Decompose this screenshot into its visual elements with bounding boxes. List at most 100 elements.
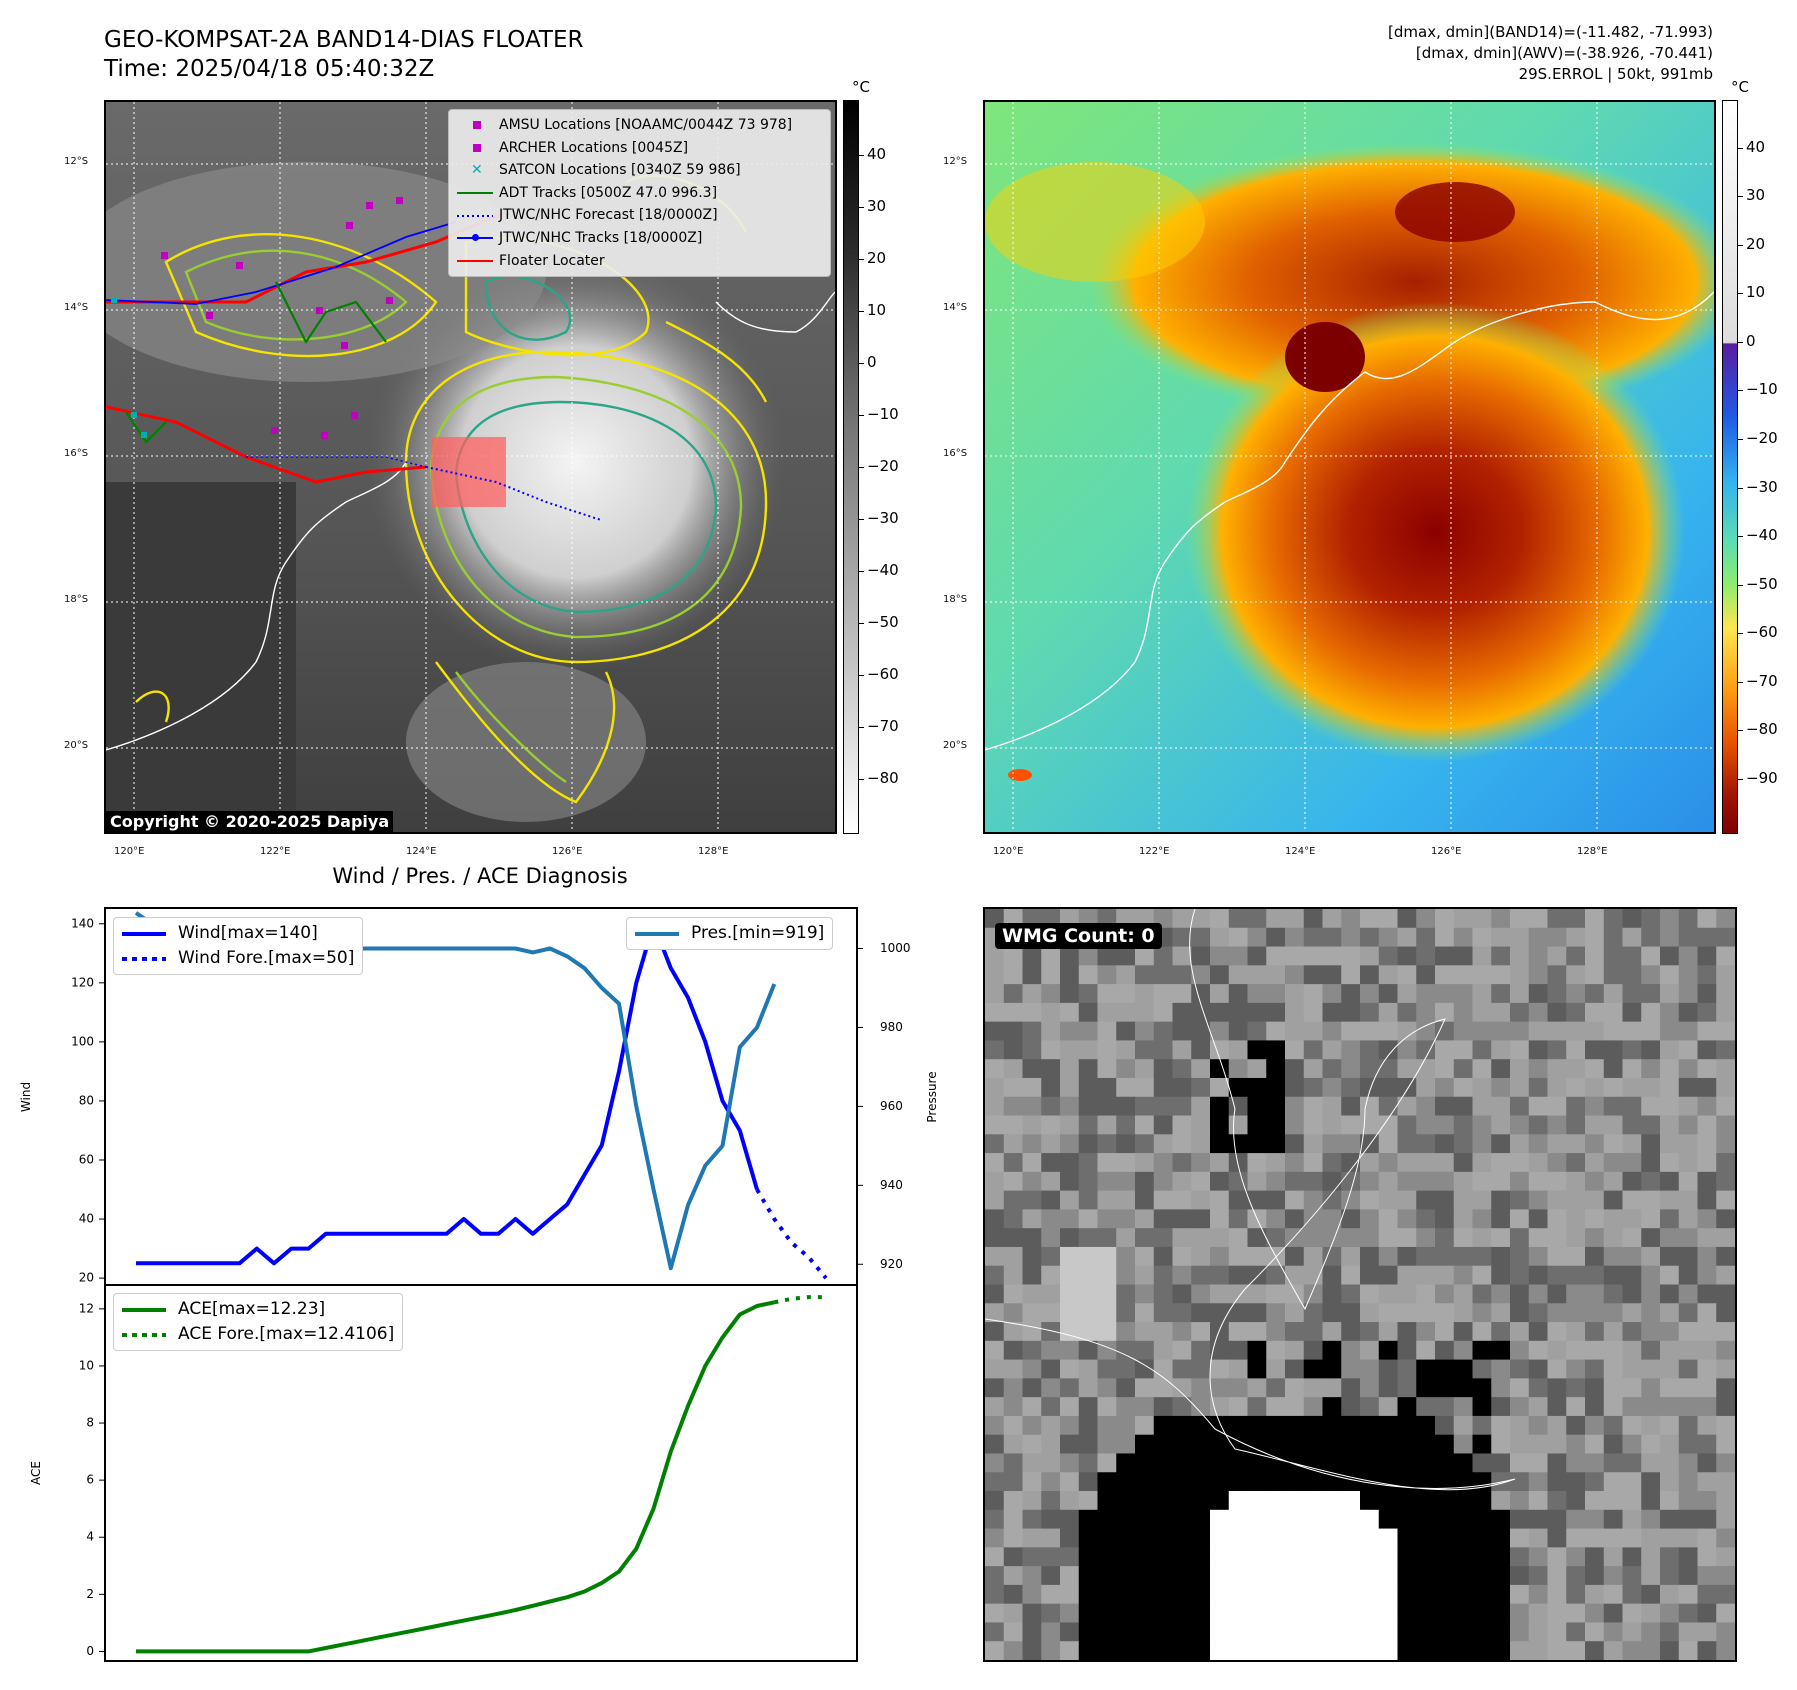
wmg-block xyxy=(1641,1415,1661,1436)
wmg-block xyxy=(1153,1153,1173,1173)
wmg-block xyxy=(1003,1246,1023,1267)
wmg-block xyxy=(1547,1547,1567,1567)
wmg-block xyxy=(1547,1491,1567,1511)
wmg-block xyxy=(1022,965,1042,985)
wmg-block xyxy=(1360,1359,1380,1379)
track-legend: AMSU Locations [NOAAMC/0044Z 73 978] ARCH… xyxy=(448,109,831,278)
wmg-block xyxy=(1285,1584,1305,1605)
wmg-block xyxy=(1472,1584,1492,1605)
wmg-block xyxy=(1566,1077,1586,1098)
wmg-block xyxy=(1678,1059,1698,1079)
wmg-block xyxy=(1022,1509,1042,1530)
wmg-block xyxy=(1472,1228,1492,1248)
wmg-block xyxy=(1678,1509,1698,1530)
wmg-block xyxy=(1378,1472,1398,1492)
wmg-block xyxy=(1547,909,1567,929)
wmg-block xyxy=(1660,1115,1680,1135)
wmg-block xyxy=(1678,1284,1698,1304)
wmg-block xyxy=(1247,909,1267,929)
wmg-block xyxy=(1510,1040,1530,1060)
wmg-block xyxy=(1097,1528,1117,1548)
wmg-block xyxy=(1641,1340,1661,1361)
wmg-block xyxy=(1135,1547,1155,1567)
wmg-block xyxy=(1285,1190,1305,1210)
wmg-block xyxy=(1116,1134,1136,1154)
wmg-block xyxy=(1266,965,1286,985)
wmg-block xyxy=(1641,1021,1661,1041)
wmg-block xyxy=(1116,1190,1136,1210)
wmg-block xyxy=(1435,1284,1455,1304)
wmg-block xyxy=(1285,1434,1305,1454)
wmg-block xyxy=(1153,1265,1173,1285)
wmg-block xyxy=(1622,1584,1642,1605)
wmg-block xyxy=(1060,1077,1080,1098)
wmg-block xyxy=(1341,1190,1361,1210)
colorbar-tick-mark xyxy=(859,415,864,416)
wmg-block xyxy=(1453,1491,1473,1511)
wmg-block xyxy=(1697,1190,1717,1210)
colorbar-tick-mark xyxy=(859,363,864,365)
track-legend-item: JTWC/NHC Tracks [18/0000Z] xyxy=(457,227,822,250)
wmg-block xyxy=(1135,1397,1155,1417)
wmg-block xyxy=(1547,1603,1567,1623)
wmg-block xyxy=(1547,1434,1567,1454)
wmg-block xyxy=(1547,1397,1567,1417)
wmg-block xyxy=(1566,1491,1586,1511)
wmg-block xyxy=(1135,984,1155,1004)
wmg-block xyxy=(1191,984,1211,1004)
wmg-block xyxy=(1472,1265,1492,1285)
wmg-block xyxy=(1266,1378,1286,1398)
wmg-block xyxy=(1097,1453,1117,1473)
wmg-block xyxy=(1603,1547,1623,1567)
wmg-block xyxy=(1060,1115,1080,1135)
wmg-block xyxy=(1585,965,1605,985)
wmg-block xyxy=(1097,1622,1117,1642)
wmg-block xyxy=(1097,1171,1117,1192)
wmg-block xyxy=(1660,1284,1680,1304)
wmg-block xyxy=(1285,1322,1305,1342)
wmg-block xyxy=(1191,1528,1211,1548)
wmg-block xyxy=(1060,1021,1080,1041)
wmg-block xyxy=(1060,1453,1080,1473)
wmg-block xyxy=(1041,1246,1061,1267)
wmg-block xyxy=(1622,1228,1642,1248)
wmg-block xyxy=(1678,1209,1698,1229)
wmg-block xyxy=(1247,1246,1267,1267)
wmg-block xyxy=(1378,1322,1398,1342)
wmg-block xyxy=(1191,1641,1211,1660)
wmg-block xyxy=(1528,984,1548,1004)
colorbar-tick-label: 30 xyxy=(867,197,887,216)
wmg-block xyxy=(1697,1171,1717,1192)
awv-lon-label: 124°E xyxy=(1285,846,1316,857)
wmg-block xyxy=(1585,1115,1605,1135)
wmg-block xyxy=(1453,1397,1473,1417)
wmg-block xyxy=(1716,1153,1735,1173)
wmg-block xyxy=(1210,1547,1230,1567)
wmg-block xyxy=(1078,1246,1098,1267)
colorbar-tick-label: 40 xyxy=(1746,137,1766,156)
wmg-block xyxy=(1210,1415,1230,1436)
wmg-block xyxy=(1210,1059,1230,1079)
wmg-block xyxy=(1510,1584,1530,1605)
wmg-block xyxy=(1416,1622,1436,1642)
wmg-block xyxy=(1622,1603,1642,1623)
wmg-block xyxy=(985,1246,1005,1267)
wmg-block xyxy=(1491,909,1511,929)
wmg-block xyxy=(1416,1115,1436,1135)
wmg-block xyxy=(1585,1434,1605,1454)
colorbar-tick-label: 0 xyxy=(1746,331,1756,350)
wmg-block xyxy=(1135,1472,1155,1492)
wmg-block xyxy=(1022,1134,1042,1154)
wind-tick-label: 40 xyxy=(79,1212,94,1226)
wmg-block xyxy=(1660,1246,1680,1267)
track-legend-swatch xyxy=(457,255,499,267)
wmg-block xyxy=(1378,946,1398,966)
wmg-block xyxy=(1285,1491,1305,1511)
wmg-block xyxy=(1116,1322,1136,1342)
wmg-block xyxy=(1022,1096,1042,1117)
wmg-block xyxy=(1510,1209,1530,1229)
wmg-block xyxy=(1622,1265,1642,1285)
wmg-block xyxy=(1716,1040,1735,1060)
wmg-block xyxy=(1041,1397,1061,1417)
wmg-block xyxy=(1547,1153,1567,1173)
